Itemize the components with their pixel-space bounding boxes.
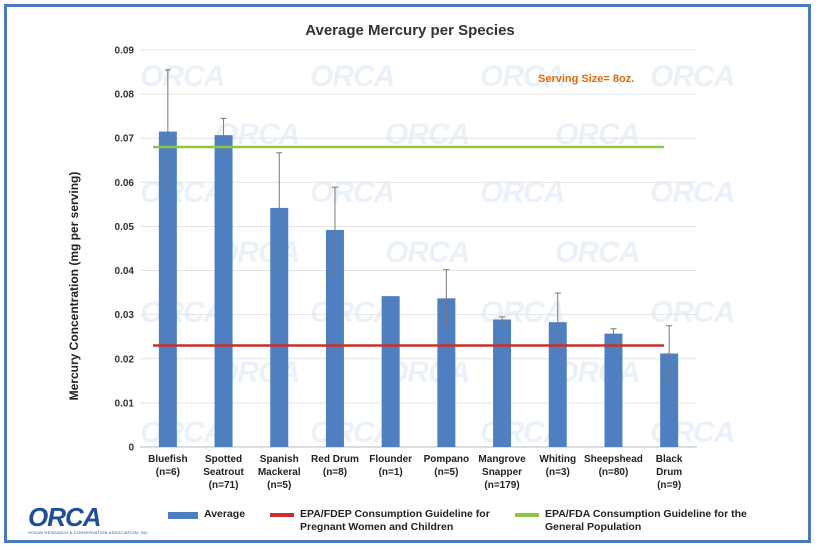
x-tick-label-line: Spanish — [260, 454, 299, 465]
y-tick-label: 0.09 — [115, 46, 135, 57]
legend-swatch-fda — [515, 513, 539, 517]
x-tick-label-line: Flounder — [369, 454, 412, 465]
x-tick-label-line: (n=1) — [379, 467, 403, 478]
legend-label-average: Average — [204, 508, 246, 520]
chart-title: Average Mercury per Species — [305, 22, 515, 39]
bar — [437, 298, 456, 447]
legend-label-fda-line2: General Population — [545, 521, 642, 533]
orca-logo-text: ORCA — [28, 502, 102, 532]
x-tick-label-line: (n=8) — [323, 467, 347, 478]
x-tick-label-line: (n=5) — [267, 480, 291, 491]
legend-item-fda: EPA/FDA Consumption Guideline for the Ge… — [515, 508, 747, 534]
legend-label-fdep-line2: Pregnant Women and Children — [300, 521, 454, 533]
serving-size-annotation: Serving Size= 8oz. — [538, 73, 635, 85]
y-tick-label: 0.05 — [115, 222, 135, 233]
legend-swatch-average — [168, 512, 198, 519]
bar — [214, 135, 233, 447]
legend-item-fdep: EPA/FDEP Consumption Guideline for Pregn… — [270, 508, 490, 534]
y-tick-label: 0.01 — [115, 398, 135, 409]
x-tick-label-line: (n=9) — [657, 480, 681, 491]
x-tick-label-line: (n=5) — [434, 467, 458, 478]
x-tick-label-line: (n=71) — [209, 480, 239, 491]
legend-swatch-fdep — [270, 513, 294, 517]
y-tick-label: 0 — [128, 443, 134, 454]
x-tick-label-line: Whiting — [539, 454, 576, 465]
x-tick-label: Black Drum (n=9) — [656, 454, 683, 491]
legend-item-average: Average — [168, 508, 245, 521]
x-tick-label-line: Spotted — [205, 454, 242, 465]
y-tick-label: 0.02 — [115, 354, 135, 365]
bar — [381, 296, 400, 447]
x-tick-label-line: (n=3) — [546, 467, 570, 478]
x-tick-label-line: Bluefish — [148, 454, 187, 465]
bar — [270, 207, 289, 447]
bar — [604, 333, 623, 447]
x-tick-label-line: Mackeral — [258, 467, 301, 478]
x-tick-label: Spanish Mackeral (n=5) — [258, 454, 301, 491]
bar — [158, 131, 177, 447]
y-tick-label: 0.07 — [115, 134, 135, 145]
y-tick-label: 0.06 — [115, 178, 135, 189]
y-tick-label: 0.08 — [115, 90, 135, 101]
bar — [548, 322, 567, 447]
x-tick-label-line: (n=179) — [484, 480, 519, 491]
x-tick-label: Mangrove Snapper (n=179) — [478, 454, 526, 491]
x-tick-label-line: Seatrout — [203, 467, 244, 478]
legend-label-fda-line1: EPA/FDA Consumption Guideline for the — [545, 508, 747, 520]
orca-logo-subtitle: OCEAN RESEARCH & CONSERVATION ASSOCIATIO… — [28, 530, 150, 535]
legend-label-fdep-line1: EPA/FDEP Consumption Guideline for — [300, 508, 490, 520]
x-tick-label: Pompano (n=5) — [424, 454, 470, 478]
x-tick-label: Bluefish (n=6) — [148, 454, 187, 478]
x-tick-label-line: (n=80) — [599, 467, 629, 478]
orca-logo: ORCA OCEAN RESEARCH & CONSERVATION ASSOC… — [28, 502, 150, 538]
x-tick-label: Whiting (n=3) — [539, 454, 576, 478]
x-tick-label: Sheepshead (n=80) — [584, 454, 643, 478]
bar — [493, 319, 512, 447]
bar — [660, 353, 679, 447]
x-tick-label-line: Sheepshead — [584, 454, 643, 465]
y-tick-label: 0.03 — [115, 310, 135, 321]
x-tick-label-line: Drum — [656, 467, 682, 478]
chart-frame — [4, 4, 811, 543]
bar — [325, 229, 344, 447]
x-tick-label: Flounder (n=1) — [369, 454, 412, 478]
x-tick-label-line: Pompano — [424, 454, 470, 465]
x-tick-label-line: Snapper — [482, 467, 522, 478]
y-tick-label: 0.04 — [115, 266, 135, 277]
x-tick-label-line: (n=6) — [156, 467, 180, 478]
x-tick-label: Spotted Seatrout (n=71) — [203, 454, 244, 491]
x-tick-label-line: Mangrove — [478, 454, 526, 465]
x-tick-label: Red Drum (n=8) — [311, 454, 359, 478]
x-tick-label-line: Black — [656, 454, 683, 465]
x-tick-label-line: Red Drum — [311, 454, 359, 465]
